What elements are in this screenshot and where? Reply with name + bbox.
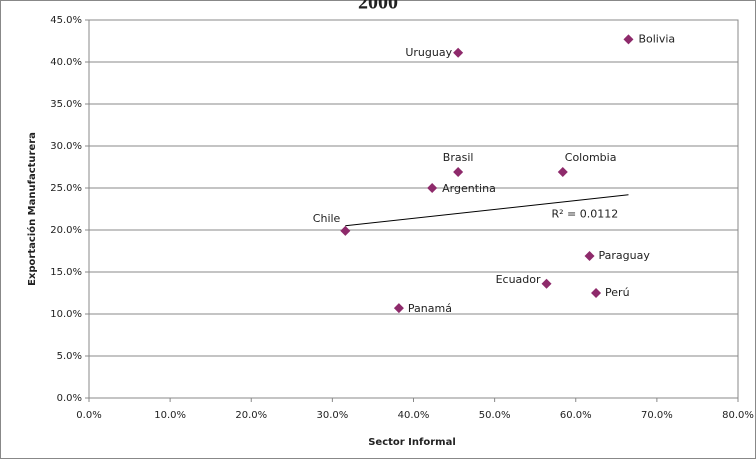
point-label: Colombia bbox=[565, 151, 617, 164]
y-tick-label: 35.0% bbox=[50, 99, 82, 110]
y-tick-label: 25.0% bbox=[50, 183, 82, 194]
x-tick-label: 80.0% bbox=[722, 410, 754, 421]
point bbox=[453, 47, 464, 58]
point bbox=[584, 251, 595, 262]
point bbox=[591, 288, 602, 298]
chart-title: 2000 bbox=[358, 0, 398, 14]
x-tick-label: 0.0% bbox=[76, 410, 101, 421]
y-tick-label: 10.0% bbox=[50, 309, 82, 320]
point-label: Bolivia bbox=[638, 32, 675, 45]
point-label: Uruguay bbox=[405, 46, 452, 59]
x-axis-title: Sector Informal bbox=[368, 437, 456, 448]
y-tick-label: 20.0% bbox=[50, 225, 82, 236]
point bbox=[623, 34, 634, 45]
x-tick-label: 60.0% bbox=[560, 410, 592, 421]
y-tick-label: 30.0% bbox=[50, 141, 82, 152]
x-tick-label: 10.0% bbox=[154, 410, 186, 421]
point bbox=[557, 167, 568, 178]
y-tick-label: 40.0% bbox=[50, 57, 82, 68]
x-tick-label: 20.0% bbox=[235, 410, 267, 421]
y-axis-title: Exportación Manufacturera bbox=[26, 132, 38, 286]
y-tick-label: 15.0% bbox=[50, 267, 82, 278]
plot-frame bbox=[88, 19, 739, 399]
point-label: Paraguay bbox=[599, 249, 651, 262]
point-label: Panamá bbox=[408, 302, 452, 315]
trendline bbox=[345, 194, 629, 227]
point bbox=[340, 225, 351, 236]
point-label: Brasil bbox=[443, 151, 474, 164]
trendline-label: R² = 0.0112 bbox=[551, 208, 618, 221]
point bbox=[453, 167, 464, 178]
point-label: Perú bbox=[605, 286, 630, 299]
point bbox=[427, 183, 438, 193]
point bbox=[541, 278, 552, 289]
point-label: Argentina bbox=[442, 182, 496, 195]
point-label: Chile bbox=[313, 212, 341, 225]
y-tick-label: 45.0% bbox=[50, 15, 82, 26]
x-tick-label: 40.0% bbox=[398, 410, 430, 421]
x-tick-label: 50.0% bbox=[479, 410, 511, 421]
y-tick-label: 0.0% bbox=[57, 393, 82, 404]
x-tick-label: 70.0% bbox=[641, 410, 673, 421]
point bbox=[393, 303, 404, 314]
point-label: Ecuador bbox=[496, 273, 541, 286]
y-tick-label: 5.0% bbox=[57, 351, 82, 362]
x-tick-label: 30.0% bbox=[316, 410, 348, 421]
